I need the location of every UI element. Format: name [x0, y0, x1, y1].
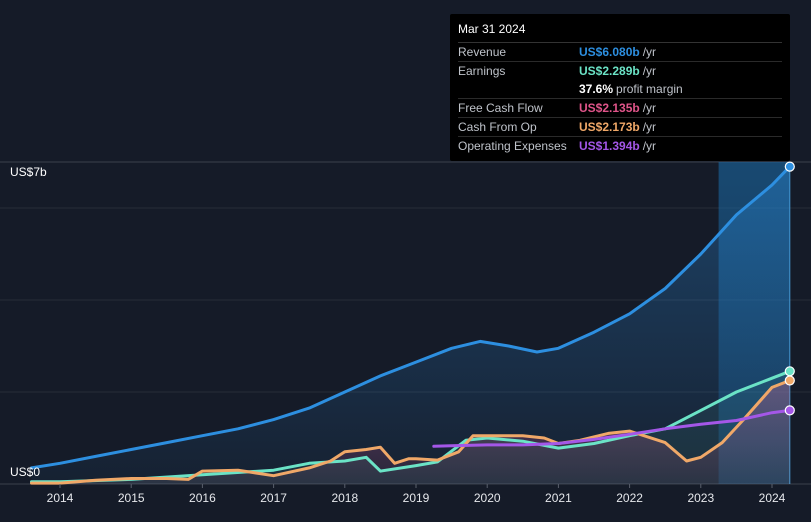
operating-expenses-line: [432, 408, 792, 448]
tooltip-label: Operating Expenses: [458, 139, 567, 153]
tooltip-row-revenue: Revenue US$6.080b /yr: [458, 43, 782, 62]
tooltip-label: Free Cash Flow: [458, 101, 543, 115]
y-axis-max-label: US$7b: [10, 165, 47, 179]
tooltip-value: 37.6%: [579, 82, 614, 96]
earnings-end-point: [784, 366, 795, 377]
revenue-line: [30, 165, 792, 470]
tooltip-value: US$2.289b: [579, 64, 640, 78]
tooltip-unit: /yr: [642, 64, 657, 78]
x-tick-label: 2014: [47, 491, 74, 505]
x-tick-label: 2021: [545, 491, 572, 505]
tooltip-row-free-cash-flow: Free Cash Flow US$2.135b /yr: [458, 99, 782, 118]
cash-from-op-end-point: [784, 375, 795, 386]
cash-from-op-area: [31, 380, 790, 484]
tooltip-label: Revenue: [458, 45, 507, 59]
x-axis-ticks: 2014 2015 2016 2017 2018 2019 2020 2021 2022 2023…: [47, 484, 786, 505]
x-tick-label: 2019: [403, 491, 430, 505]
tooltip-value: US$2.173b: [579, 120, 640, 134]
cash-from-op-line: [30, 379, 792, 485]
earnings-line: [30, 369, 792, 484]
tooltip-value: US$1.394b: [579, 139, 640, 153]
tooltip-date: Mar 31 2024: [458, 20, 782, 43]
tooltip-label: Earnings: [458, 64, 506, 78]
revenue-area: [31, 166, 790, 484]
x-tick-label: 2024: [759, 491, 786, 505]
end-points: [784, 161, 795, 416]
x-tick-label: 2018: [331, 491, 358, 505]
x-tick-label: 2022: [616, 491, 643, 505]
tooltip-row-profit-margin: 37.6% profit margin: [458, 80, 782, 99]
tooltip-unit: profit margin: [616, 82, 683, 96]
x-tick-label: 2023: [687, 491, 714, 505]
tooltip-unit: /yr: [642, 101, 657, 115]
tooltip-panel: Mar 31 2024 Revenue US$6.080b /yr Earnin…: [450, 14, 790, 161]
x-tick-label: 2017: [260, 491, 287, 505]
tooltip-row-operating-expenses: Operating Expenses US$1.394b /yr: [458, 137, 782, 155]
revenue-end-point: [784, 161, 795, 172]
area-fills: [31, 166, 790, 484]
earnings-area: [31, 371, 790, 484]
tooltip-unit: /yr: [642, 139, 657, 153]
tooltip-value: US$6.080b: [579, 45, 640, 59]
tooltip-unit: /yr: [642, 45, 657, 59]
operating-expenses-end-point: [784, 405, 795, 416]
y-axis-min-label: US$0: [10, 465, 41, 479]
tooltip-label: Cash From Op: [458, 120, 537, 134]
tooltip-row-earnings: Earnings US$2.289b /yr: [458, 62, 782, 80]
x-tick-label: 2016: [189, 491, 216, 505]
tooltip-row-cash-from-op: Cash From Op US$2.173b /yr: [458, 118, 782, 137]
x-tick-label: 2020: [474, 491, 501, 505]
tooltip-value: US$2.135b: [579, 101, 640, 115]
tooltip-unit: /yr: [642, 120, 657, 134]
series-lines: [30, 165, 792, 485]
x-tick-label: 2015: [118, 491, 145, 505]
